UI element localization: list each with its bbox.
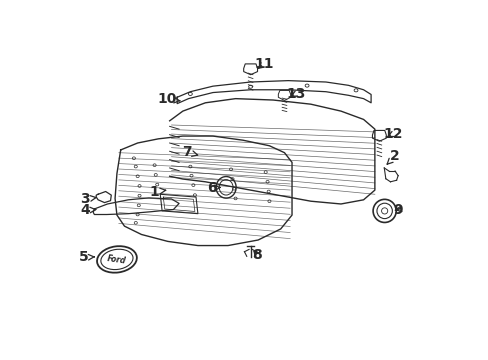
Text: 9: 9 (392, 203, 402, 216)
Text: 3: 3 (80, 192, 96, 206)
Text: 1: 1 (149, 185, 165, 198)
Text: 5: 5 (79, 251, 94, 265)
Text: 10: 10 (157, 93, 180, 107)
Text: 6: 6 (207, 181, 220, 195)
Text: 7: 7 (182, 145, 197, 159)
Text: 13: 13 (285, 87, 305, 101)
Text: 2: 2 (386, 149, 399, 164)
Text: 12: 12 (383, 127, 402, 141)
Text: 11: 11 (254, 57, 273, 71)
Text: 4: 4 (80, 203, 96, 217)
Text: Ford: Ford (107, 254, 127, 265)
Text: 8: 8 (252, 248, 262, 262)
